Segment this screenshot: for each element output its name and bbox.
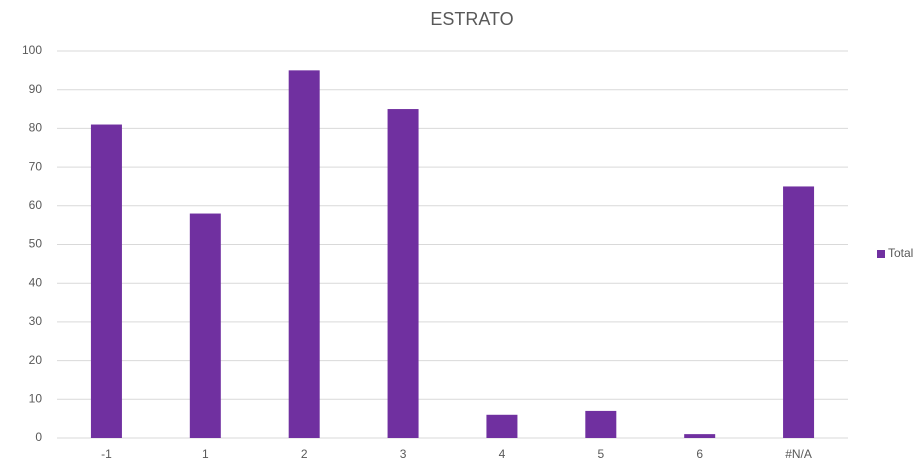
- y-tick-label: 90: [29, 82, 43, 96]
- x-tick-label: 6: [696, 447, 703, 461]
- x-tick-label: -1: [101, 447, 112, 461]
- x-tick-label: 1: [202, 447, 209, 461]
- bar: [387, 109, 419, 439]
- y-tick-label: 10: [29, 391, 43, 405]
- bar: [783, 186, 815, 438]
- y-tick-label: 40: [29, 275, 43, 289]
- y-tick-label: 0: [35, 430, 42, 444]
- chart-title: ESTRATO: [430, 9, 513, 29]
- bar: [585, 410, 617, 438]
- bar: [288, 70, 320, 438]
- y-tick-label: 50: [29, 237, 43, 251]
- x-tick-label: 2: [301, 447, 308, 461]
- x-tick-label: 4: [499, 447, 506, 461]
- x-tick-label: 5: [597, 447, 604, 461]
- bar: [189, 213, 221, 438]
- legend-label: Total: [888, 246, 913, 260]
- bar: [486, 414, 518, 438]
- y-tick-label: 60: [29, 198, 43, 212]
- x-tick-label: #N/A: [785, 447, 812, 461]
- bar: [90, 124, 122, 438]
- legend-swatch: [877, 250, 885, 258]
- y-tick-label: 30: [29, 314, 43, 328]
- y-tick-label: 70: [29, 159, 43, 173]
- y-tick-label: 20: [29, 353, 43, 367]
- bar: [684, 434, 716, 438]
- y-tick-label: 100: [22, 43, 42, 57]
- x-tick-label: 3: [400, 447, 407, 461]
- y-tick-label: 80: [29, 121, 43, 135]
